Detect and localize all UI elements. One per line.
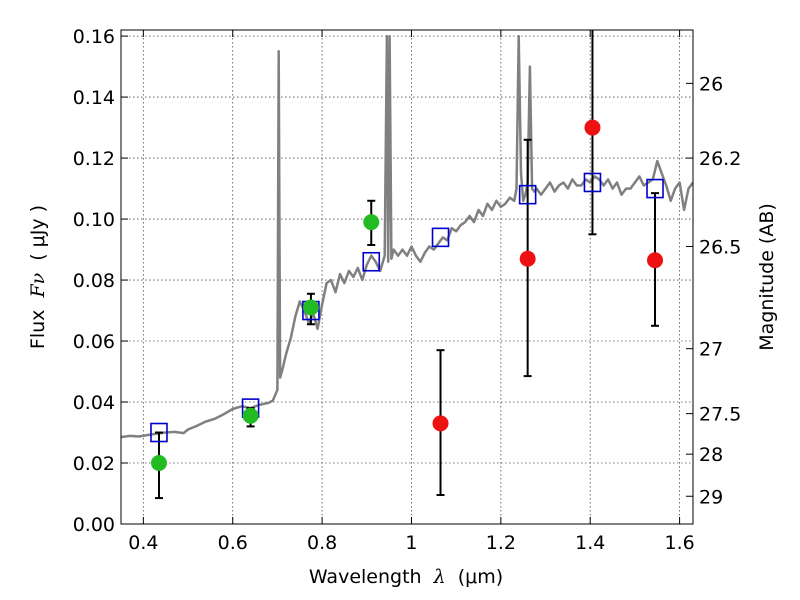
y2-tick-label: 28 xyxy=(699,444,723,466)
detections-circle-marker xyxy=(363,214,380,231)
x-axis-title-symbol: λ xyxy=(433,566,446,588)
y-axis-title: Flux Fν ( μJy ) xyxy=(27,205,49,349)
x-tick-label: 1.2 xyxy=(486,532,516,554)
y-tick-label: 0.12 xyxy=(73,148,115,170)
model-square-marker xyxy=(362,251,381,272)
y2-tick-label: 29 xyxy=(699,486,723,508)
ticks-group xyxy=(121,30,693,525)
x-axis-title: Wavelength λ (μm) xyxy=(309,566,503,588)
y-axis-title-unit: ( μJy ) xyxy=(27,205,49,261)
y2-tick-label: 26.5 xyxy=(699,237,741,259)
model-square-marker xyxy=(150,422,168,443)
plot-area xyxy=(121,30,693,500)
y-tick-label: 0.04 xyxy=(73,392,115,414)
y2-tick-label: 26.2 xyxy=(699,148,741,170)
x-axis-title-unit: (μm) xyxy=(458,566,503,588)
detections-circle-marker xyxy=(242,407,259,424)
errorbar-group xyxy=(154,30,660,500)
plot-frame xyxy=(120,29,694,525)
y-tick-label: 0.10 xyxy=(73,209,115,231)
x-tick-label: 1.6 xyxy=(664,532,694,554)
marker-group xyxy=(150,119,664,472)
y-axis-title-symbol: Fν xyxy=(27,272,49,298)
y2-tick-label: 27 xyxy=(699,339,723,361)
x-tick-label: 1.4 xyxy=(575,532,605,554)
y-tick-label: 0.14 xyxy=(73,87,115,109)
model-square-marker xyxy=(583,172,602,193)
y2-tick-label: 26 xyxy=(699,73,723,95)
x-tick-label: 0.4 xyxy=(128,532,158,554)
x-tick-label: 0.8 xyxy=(307,532,337,554)
model-square-marker xyxy=(518,184,537,205)
y-tick-label: 0.00 xyxy=(73,514,115,536)
model-spectrum-line xyxy=(121,34,693,439)
y-tick-label: 0.16 xyxy=(73,26,115,48)
y-tick-label: 0.06 xyxy=(73,331,115,353)
y-axis-title-text: Flux xyxy=(27,310,49,350)
y-tick-label: 0.08 xyxy=(73,270,115,292)
model-square-marker xyxy=(646,178,664,199)
y-tick-labels: 0.00 0.02 0.04 0.06 0.08 0.10 0.12 0.14 0.16 xyxy=(73,26,115,536)
model-square-marker xyxy=(431,227,450,248)
x-tick-label: 1 xyxy=(405,532,417,554)
x-tick-labels: 0.4 0.6 0.8 1 1.2 1.4 1.6 xyxy=(128,532,694,554)
y2-tick-label: 27.5 xyxy=(699,404,741,426)
grid-group xyxy=(121,30,693,525)
low-sn-circle-marker xyxy=(519,250,536,267)
low-sn-circle-marker xyxy=(584,119,601,136)
low-sn-circle-marker xyxy=(432,415,449,432)
low-sn-circle-marker xyxy=(647,252,664,269)
detections-circle-marker xyxy=(302,299,319,316)
y2-axis-title: Magnitude (AB) xyxy=(756,203,778,351)
spectrum-group xyxy=(121,34,693,439)
y2-tick-labels: 26 26.2 26.5 27 27.5 28 29 xyxy=(699,73,741,508)
x-axis-title-text: Wavelength xyxy=(309,566,422,588)
y-tick-label: 0.02 xyxy=(73,453,115,475)
x-tick-label: 0.6 xyxy=(218,532,248,554)
detections-circle-marker xyxy=(150,455,167,472)
